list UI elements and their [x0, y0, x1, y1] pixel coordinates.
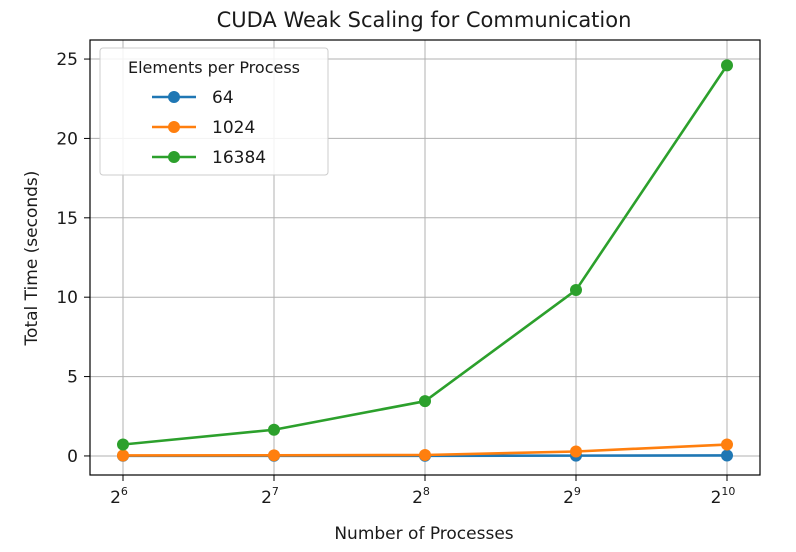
x-tick-base: 2 — [412, 488, 423, 508]
legend-label: 16384 — [212, 148, 266, 168]
data-point — [419, 395, 431, 408]
legend-marker — [168, 91, 180, 103]
series-16384 — [117, 59, 733, 451]
x-tick-exponent: 6 — [121, 485, 128, 498]
x-tick-label: 28 — [412, 485, 430, 508]
y-tick-label: 15 — [56, 209, 78, 229]
x-tick-label: 27 — [261, 485, 279, 508]
y-axis: 0 5 10 15 20 25 — [56, 50, 90, 467]
y-tick-label: 10 — [56, 288, 78, 308]
y-axis-label: Total Time (seconds) — [22, 171, 42, 347]
x-axis: 26 27 28 29 210 — [110, 475, 735, 508]
x-tick-exponent: 9 — [574, 485, 581, 498]
x-tick-base: 2 — [261, 488, 272, 508]
data-point — [570, 284, 582, 297]
legend-items: 64 1024 16384 — [152, 88, 266, 168]
data-point — [117, 438, 129, 451]
x-axis-label: Number of Processes — [334, 524, 513, 544]
data-point — [268, 423, 280, 436]
x-tick-exponent: 8 — [423, 485, 430, 498]
legend-marker — [168, 151, 180, 163]
data-point — [419, 448, 431, 461]
y-tick-label: 25 — [56, 50, 78, 70]
legend-marker — [168, 121, 180, 133]
y-tick-label: 5 — [67, 368, 78, 388]
data-point — [721, 59, 733, 72]
chart-title: CUDA Weak Scaling for Communication — [217, 8, 632, 32]
legend-box — [99, 47, 329, 176]
x-tick-exponent: 10 — [721, 485, 735, 498]
data-point — [570, 445, 582, 458]
legend-label: 1024 — [212, 118, 255, 138]
legend-entry: 16384 — [152, 148, 266, 168]
x-tick-base: 2 — [563, 488, 574, 508]
data-point — [117, 449, 129, 462]
legend-entry: 1024 — [152, 118, 255, 138]
series-layer — [117, 59, 733, 462]
legend-entry: 64 — [152, 88, 234, 108]
data-point — [721, 438, 733, 451]
legend-title: Elements per Process — [128, 58, 300, 77]
x-tick-base: 2 — [110, 488, 121, 508]
x-tick-base: 2 — [711, 488, 722, 508]
x-tick-label: 29 — [563, 485, 581, 508]
series-1024 — [117, 438, 733, 462]
data-point — [721, 449, 733, 462]
legend-label: 64 — [212, 88, 234, 108]
y-tick-label: 0 — [67, 447, 78, 467]
x-tick-label: 210 — [711, 485, 736, 508]
legend: Elements per Process 64 1024 16384 — [99, 47, 329, 176]
y-tick-label: 20 — [56, 129, 78, 149]
x-tick-exponent: 7 — [272, 485, 279, 498]
data-point — [268, 449, 280, 462]
x-tick-label: 26 — [110, 485, 128, 508]
